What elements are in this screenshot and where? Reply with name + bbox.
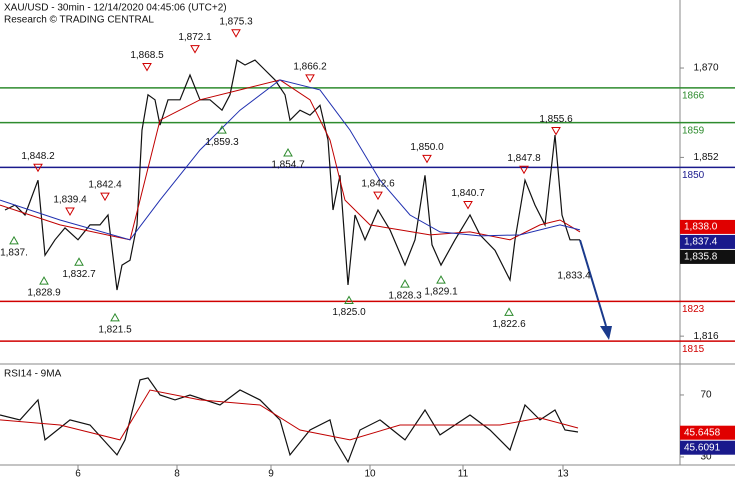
price-tag <box>680 234 735 249</box>
high-label: 1,842.6 <box>361 179 395 190</box>
price-tag <box>680 440 735 455</box>
low-marker <box>504 307 514 316</box>
price-tag <box>680 425 735 440</box>
high-label: 1,855.6 <box>539 114 573 125</box>
forecast-arrow-head <box>600 326 612 340</box>
high-label: 1,866.2 <box>293 62 327 73</box>
price-tag-label: 45.6458 <box>684 427 721 438</box>
y-tick-label: 70 <box>700 390 712 401</box>
high-marker <box>373 191 383 201</box>
x-tick-label: 9 <box>268 469 274 480</box>
price-tag-label: 1,838.0 <box>684 222 718 233</box>
low-label: 1,821.5 <box>98 324 132 335</box>
rsi-title: RSI14 - 9MA <box>4 369 62 380</box>
chart-subtitle: Research © TRADING CENTRAL <box>4 15 154 26</box>
level-label: 1859 <box>682 125 705 136</box>
low-label: 1,854.7 <box>271 160 305 171</box>
chart-title: XAU/USD - 30min - 12/14/2020 04:45:06 (U… <box>4 3 227 14</box>
level-label: 1866 <box>682 91 705 102</box>
high-marker <box>190 45 200 54</box>
high-marker <box>33 163 43 173</box>
low-label: 1,837. <box>0 248 28 259</box>
high-label: 1,839.4 <box>53 195 87 206</box>
high-marker <box>519 165 529 175</box>
high-label: 1,847.8 <box>507 153 541 164</box>
high-label: 1,850.0 <box>410 142 444 153</box>
low-marker <box>217 125 227 134</box>
price-tag-label: 45.6091 <box>684 442 721 453</box>
x-tick-label: 11 <box>458 469 469 480</box>
forecast-arrow <box>579 239 607 327</box>
series-line <box>0 389 579 441</box>
high-label: 1,842.4 <box>88 180 122 191</box>
high-marker <box>142 62 152 72</box>
level-label: 1823 <box>682 304 705 315</box>
low-marker <box>436 275 446 284</box>
series-line <box>4 59 580 291</box>
x-tick-label: 13 <box>557 469 569 480</box>
high-marker <box>422 154 432 164</box>
high-label: 1,875.3 <box>219 16 253 27</box>
low-label: 1,825.0 <box>332 307 366 318</box>
high-label: 1,872.1 <box>178 32 212 43</box>
low-marker <box>74 257 84 266</box>
price-tag <box>680 249 735 264</box>
low-label: 1,822.6 <box>492 319 526 330</box>
low-marker <box>283 147 293 157</box>
y-tick-label: 30 <box>700 452 712 463</box>
x-tick-label: 10 <box>364 469 376 480</box>
low-marker <box>400 279 410 288</box>
price-label: 1,833.4 <box>557 270 591 281</box>
low-label: 1,828.3 <box>388 291 422 302</box>
x-tick-label: 8 <box>174 469 180 480</box>
high-marker <box>231 29 241 38</box>
low-label: 1,859.3 <box>205 137 239 148</box>
y-tick-label: 1,816 <box>693 331 718 342</box>
price-tag-label: 1,835.8 <box>684 252 718 263</box>
high-label: 1,848.2 <box>21 151 55 162</box>
high-marker <box>463 201 473 210</box>
high-marker <box>551 127 561 136</box>
y-tick-label: 1,852 <box>693 152 718 163</box>
high-label: 1,868.5 <box>130 50 164 61</box>
low-marker <box>110 312 120 322</box>
high-marker <box>100 192 110 202</box>
low-label: 1,832.7 <box>62 269 96 280</box>
low-marker <box>344 295 354 304</box>
high-marker <box>305 74 315 83</box>
price-tag-label: 1,837.4 <box>684 237 718 248</box>
price-tag <box>680 219 735 234</box>
low-label: 1,829.1 <box>424 287 458 298</box>
level-label: 1815 <box>682 344 705 355</box>
low-label: 1,828.9 <box>27 288 61 299</box>
series-line <box>0 79 581 241</box>
high-label: 1,840.7 <box>451 188 485 199</box>
low-marker <box>39 276 49 285</box>
high-marker <box>65 207 75 216</box>
low-marker <box>9 235 19 245</box>
x-tick-label: 6 <box>75 469 81 480</box>
y-tick-label: 1,870 <box>693 63 718 74</box>
level-label: 1850 <box>682 170 705 181</box>
series-line <box>0 79 581 241</box>
series-line <box>0 377 579 464</box>
